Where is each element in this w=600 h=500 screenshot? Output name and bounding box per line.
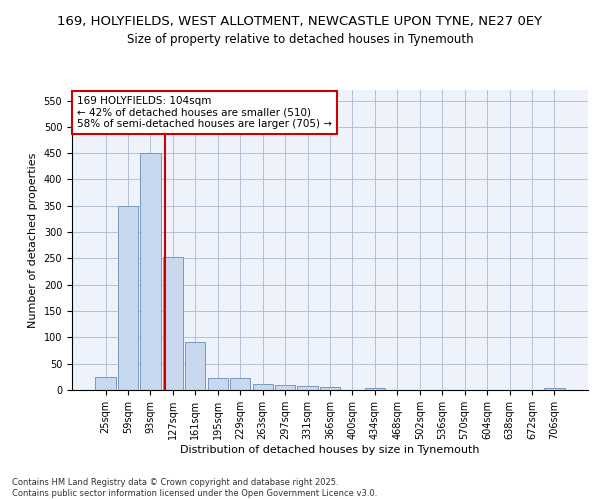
Text: Size of property relative to detached houses in Tynemouth: Size of property relative to detached ho… (127, 32, 473, 46)
Text: 169, HOLYFIELDS, WEST ALLOTMENT, NEWCASTLE UPON TYNE, NE27 0EY: 169, HOLYFIELDS, WEST ALLOTMENT, NEWCAST… (58, 15, 542, 28)
Bar (365, 388, 385, 390)
Bar (95, 377, 116, 390)
Text: Contains HM Land Registry data © Crown copyright and database right 2025.
Contai: Contains HM Land Registry data © Crown c… (12, 478, 377, 498)
Bar (140, 153, 161, 390)
Bar (253, 384, 273, 390)
X-axis label: Distribution of detached houses by size in Tynemouth: Distribution of detached houses by size … (180, 444, 480, 454)
Bar (118, 206, 138, 390)
Bar (544, 388, 565, 390)
Bar (275, 384, 295, 390)
Bar (163, 258, 183, 390)
Bar (320, 388, 340, 390)
Bar (230, 378, 250, 390)
Bar (298, 386, 317, 390)
Text: 169 HOLYFIELDS: 104sqm
← 42% of detached houses are smaller (510)
58% of semi-de: 169 HOLYFIELDS: 104sqm ← 42% of detached… (77, 96, 332, 129)
Y-axis label: Number of detached properties: Number of detached properties (28, 152, 38, 328)
Bar (185, 342, 205, 390)
Bar (208, 378, 228, 390)
